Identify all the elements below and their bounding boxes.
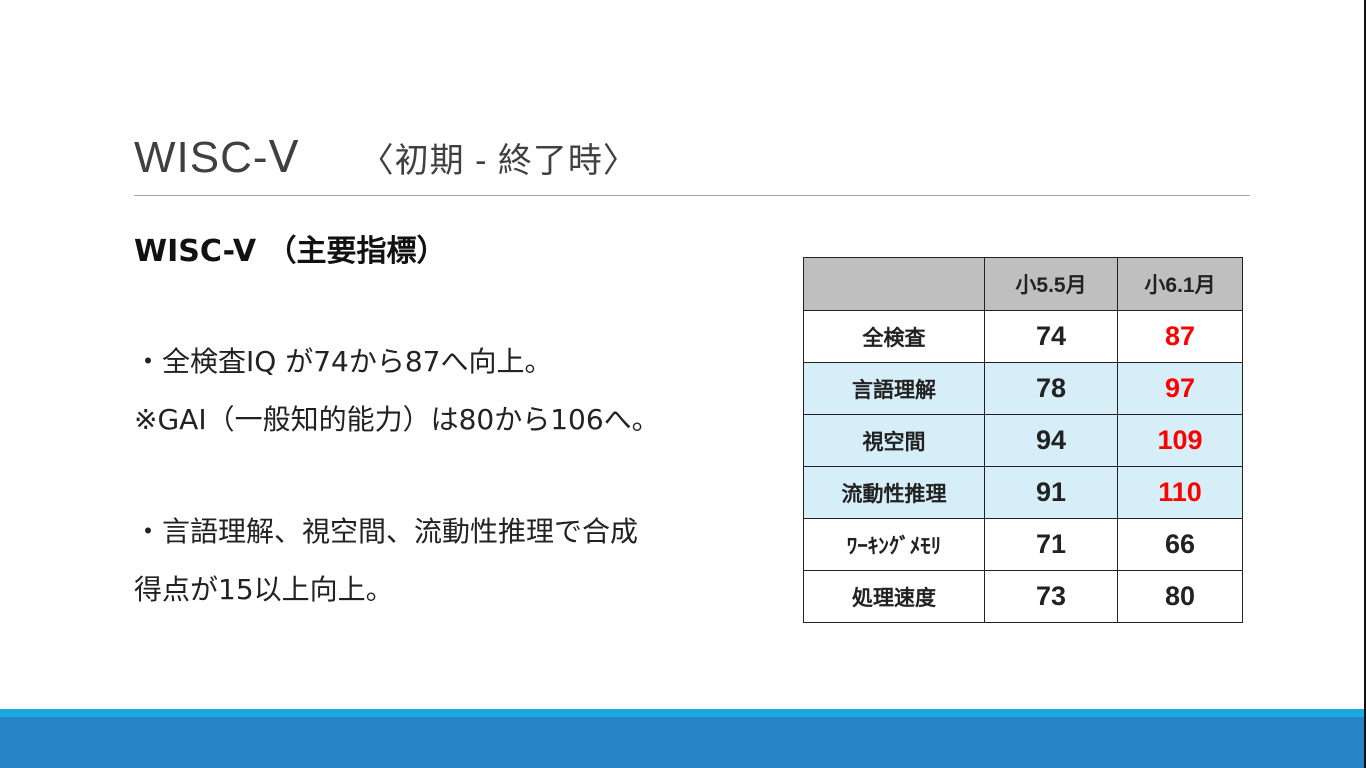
table-row: 言語理解 78 97: [803, 362, 1243, 415]
score-table: 小5.5月 小6.1月 全検査 74 87 言語理解 78 97 視空間 94 109 流動性推理…: [803, 257, 1243, 623]
table-row: 全検査 74 87: [803, 310, 1243, 363]
title-text: WISC-Ⅴ: [134, 133, 300, 182]
cell-after: 80: [1117, 570, 1243, 623]
section-heading: WISC-V （主要指標）: [134, 234, 447, 269]
bullet-line-3: ・言語理解、視空間、流動性推理で合成: [134, 515, 639, 548]
cell-label: ﾜｰｷﾝｸﾞﾒﾓﾘ: [803, 518, 985, 571]
cell-after: 109: [1117, 414, 1243, 467]
cell-label: 全検査: [803, 310, 985, 363]
bullet-line-2: ※GAI（一般知的能力）は80から106へ。: [134, 403, 660, 436]
cell-label: 言語理解: [803, 362, 985, 415]
header-cell: [803, 257, 985, 311]
cell-after: 97: [1117, 362, 1243, 415]
slide-title: WISC-Ⅴ 〈初期 - 終了時〉: [134, 132, 638, 183]
table-row: 処理速度 73 80: [803, 570, 1243, 623]
table-row: 視空間 94 109: [803, 414, 1243, 467]
title-divider: [134, 195, 1250, 196]
cell-label: 視空間: [803, 414, 985, 467]
cell-before: 78: [984, 362, 1118, 415]
slide-subtitle: 〈初期 - 終了時〉: [359, 142, 638, 180]
cell-before: 73: [984, 570, 1118, 623]
cell-before: 94: [984, 414, 1118, 467]
cell-after: 110: [1117, 466, 1243, 519]
table-row: ﾜｰｷﾝｸﾞﾒﾓﾘ 71 66: [803, 518, 1243, 571]
cell-label: 処理速度: [803, 570, 985, 623]
table-row: 流動性推理 91 110: [803, 466, 1243, 519]
cell-before: 74: [984, 310, 1118, 363]
table-header: 小5.5月 小6.1月: [803, 257, 1243, 311]
cell-after: 87: [1117, 310, 1243, 363]
bullet-line-1: ・全検査IQ が74から87へ向上。: [134, 345, 553, 378]
footer-strip: [0, 709, 1364, 717]
cell-label: 流動性推理: [803, 466, 985, 519]
cell-before: 71: [984, 518, 1118, 571]
footer-band: [0, 717, 1364, 768]
header-cell: 小5.5月: [984, 257, 1118, 311]
window-edge: [1364, 0, 1366, 768]
header-cell: 小6.1月: [1117, 257, 1243, 311]
bullet-line-4: 得点が15以上向上。: [134, 573, 394, 606]
cell-before: 91: [984, 466, 1118, 519]
cell-after: 66: [1117, 518, 1243, 571]
